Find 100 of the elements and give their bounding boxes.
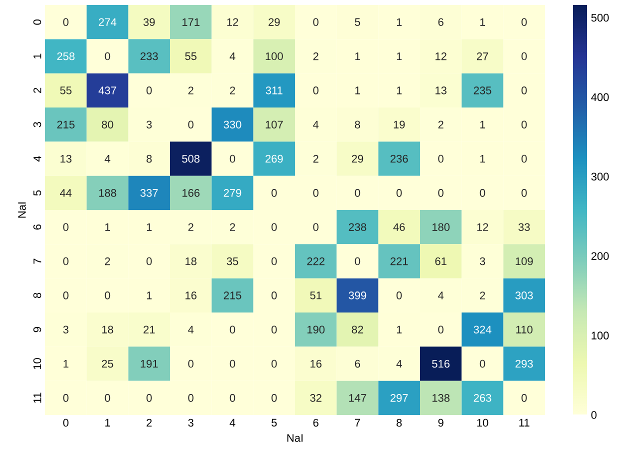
data-label: 13 — [60, 154, 72, 163]
data-label: 263 — [474, 394, 492, 402]
data-label: 0 — [313, 223, 318, 231]
data-label: 0 — [104, 52, 110, 60]
y-tick-label: 5 — [33, 190, 42, 196]
data-label: 4 — [104, 154, 110, 163]
data-label: 1 — [105, 223, 110, 231]
data-label: 46 — [393, 223, 405, 231]
data-label: 32 — [310, 394, 322, 402]
data-label: 1 — [146, 223, 152, 231]
data-label: 516 — [432, 360, 450, 368]
data-label: 0 — [480, 360, 486, 368]
data-label: 0 — [146, 86, 152, 94]
color-bar-label: 0 — [591, 411, 597, 419]
y-tick-label: 8 — [33, 292, 42, 298]
x-tick-label: 10 — [477, 418, 488, 427]
data-label: 82 — [352, 326, 364, 334]
data-label: 238 — [348, 223, 366, 231]
data-label: 279 — [224, 189, 242, 197]
data-label: 0 — [396, 189, 402, 197]
x-tick-label: 9 — [438, 418, 444, 427]
data-label: 0 — [313, 86, 318, 94]
data-label: 51 — [310, 292, 322, 300]
data-label: 0 — [438, 189, 444, 197]
data-label: 29 — [352, 154, 364, 163]
data-label: 0 — [522, 120, 527, 128]
data-label: 399 — [348, 292, 366, 300]
data-label: 166 — [182, 189, 200, 197]
data-label: 2 — [313, 52, 318, 60]
x-tick-label: 7 — [355, 418, 360, 426]
data-label: 0 — [104, 292, 110, 300]
data-label: 0 — [522, 189, 527, 197]
data-label: 2 — [230, 223, 236, 231]
data-label: 0 — [230, 326, 236, 334]
data-label: 190 — [307, 326, 325, 334]
data-label: 0 — [272, 360, 277, 368]
data-label: 215 — [57, 120, 75, 128]
data-label: 8 — [146, 154, 152, 163]
x-tick-label: 5 — [272, 418, 277, 427]
y-tick-label: 11 — [34, 392, 42, 403]
data-label: 1 — [396, 18, 402, 26]
data-label: 0 — [63, 257, 68, 266]
data-label: 0 — [230, 360, 236, 368]
data-label: 0 — [63, 223, 68, 231]
data-label: 0 — [438, 154, 444, 163]
data-label: 0 — [272, 394, 277, 402]
data-label: 221 — [390, 257, 408, 266]
data-label: 0 — [522, 394, 527, 402]
data-label: 4 — [230, 52, 236, 60]
data-label: 303 — [515, 292, 533, 300]
data-label: 55 — [185, 52, 196, 60]
data-label: 0 — [272, 189, 277, 197]
data-label: 324 — [474, 326, 492, 334]
x-tick-label: 3 — [188, 418, 194, 427]
data-label: 0 — [313, 189, 318, 197]
data-label: 6 — [438, 18, 444, 26]
data-label: 0 — [63, 18, 68, 26]
data-label: 2 — [480, 292, 486, 300]
data-label: 233 — [140, 52, 158, 60]
data-label: 138 — [432, 394, 450, 402]
data-label: 188 — [99, 189, 116, 197]
data-label: 180 — [432, 223, 450, 231]
data-label: 0 — [272, 326, 277, 334]
data-label: 8 — [354, 120, 360, 128]
data-label: 0 — [480, 189, 486, 197]
data-label: 21 — [144, 326, 155, 334]
data-label: 2 — [438, 120, 444, 128]
data-label: 297 — [390, 394, 408, 402]
data-label: 19 — [394, 120, 405, 128]
data-label: 269 — [266, 154, 283, 163]
data-label: 44 — [60, 189, 72, 197]
data-label: 337 — [140, 189, 158, 197]
data-label: 0 — [104, 394, 110, 402]
data-label: 0 — [354, 189, 360, 197]
data-label: 2 — [104, 257, 110, 266]
data-label: 3 — [480, 257, 486, 266]
data-label: 147 — [349, 394, 366, 402]
x-tick-label: 2 — [146, 418, 152, 427]
data-label: 0 — [146, 257, 152, 266]
data-label: 1 — [355, 86, 360, 94]
data-label: 13 — [436, 86, 446, 94]
data-label: 1 — [355, 52, 360, 60]
data-label: 258 — [57, 52, 75, 60]
data-label: 1 — [480, 154, 486, 163]
data-label: 0 — [230, 394, 236, 402]
data-label: 18 — [186, 257, 196, 266]
data-label: 0 — [272, 292, 277, 300]
data-label: 0 — [522, 52, 527, 60]
data-label: 0 — [313, 18, 318, 26]
data-label: 6 — [355, 360, 360, 368]
data-label: 4 — [396, 360, 402, 368]
data-label: 0 — [272, 257, 277, 266]
y-tick-label: 10 — [33, 358, 42, 370]
data-label: 0 — [522, 18, 527, 26]
color-bar-label: 500 — [591, 14, 609, 22]
data-label: 39 — [143, 18, 155, 26]
data-label: 4 — [313, 120, 319, 128]
y-tick-label: 2 — [33, 88, 42, 93]
data-label: 1 — [480, 18, 486, 26]
x-axis-title: NaI — [287, 434, 303, 442]
